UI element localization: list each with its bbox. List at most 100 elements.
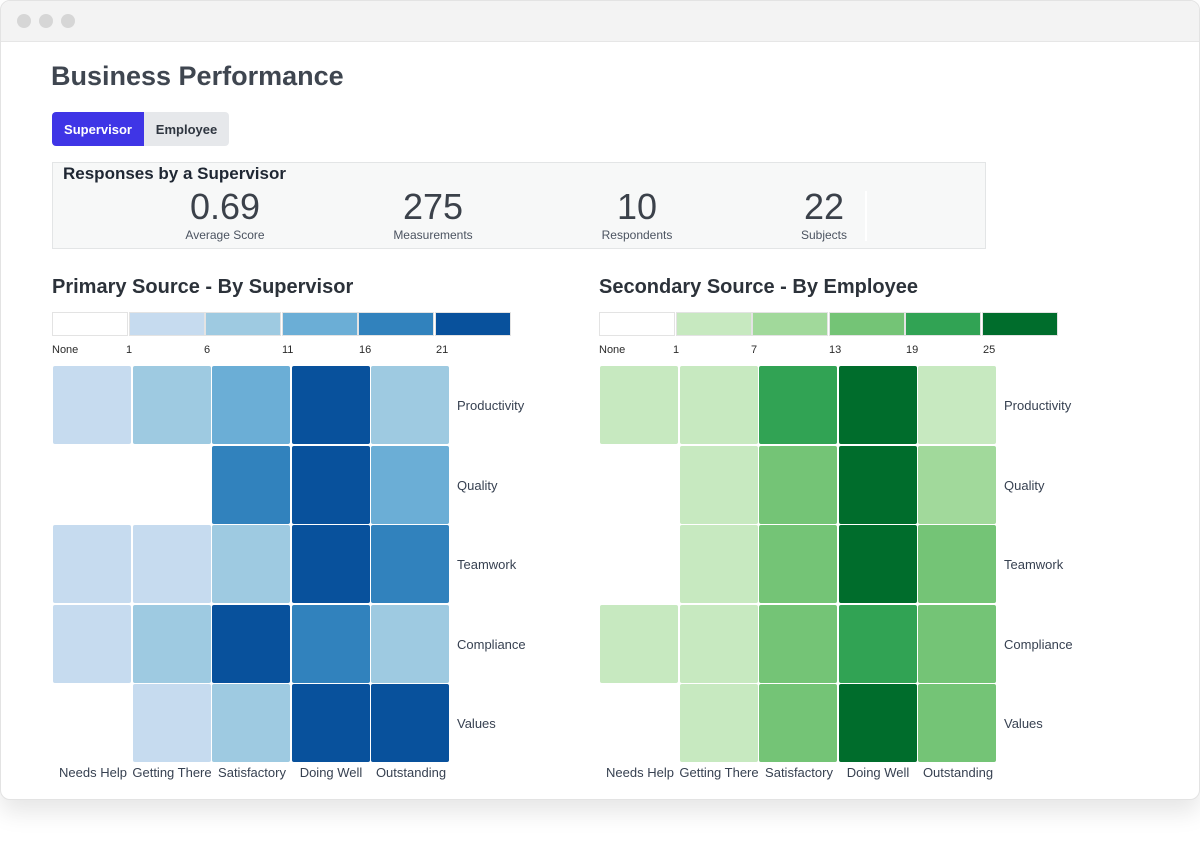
legend-swatch <box>281 312 358 336</box>
heatmap-cell-values-satisfactory[interactable] <box>212 684 290 762</box>
heatmap-cell-compliance-doing-well[interactable] <box>838 604 917 683</box>
heatmap-cell-values-doing-well[interactable] <box>291 684 370 762</box>
heatmap-cell-values-needs-help[interactable] <box>53 684 131 762</box>
heatmap-cell-values-doing-well[interactable] <box>838 684 917 762</box>
secondary-chart-title: Secondary Source - By Employee <box>599 276 919 298</box>
legend-tick-label: 25 <box>983 344 996 356</box>
heatmap-cell-compliance-getting-there[interactable] <box>132 604 211 683</box>
heatmap-cell-productivity-needs-help[interactable] <box>600 366 678 444</box>
window-maximize-dot[interactable] <box>61 14 75 28</box>
heatmap-cell-teamwork-satisfactory[interactable] <box>212 525 290 603</box>
heatmap-cell-compliance-getting-there[interactable] <box>679 604 758 683</box>
heatmap-cell-quality-satisfactory[interactable] <box>759 445 837 524</box>
text-cursor <box>865 191 867 241</box>
heatmap-cell-compliance-outstanding[interactable] <box>918 604 996 683</box>
window-minimize-dot[interactable] <box>39 14 53 28</box>
legend-tick-label: 1 <box>126 344 133 356</box>
legend-swatch <box>905 312 982 336</box>
heatmap-cell-productivity-getting-there[interactable] <box>132 366 211 444</box>
heatmap-cell-teamwork-doing-well[interactable] <box>291 525 370 603</box>
heatmap-cell-teamwork-outstanding[interactable] <box>918 525 996 603</box>
heatmap-cell-teamwork-needs-help[interactable] <box>53 525 131 603</box>
stat-value: 0.69 <box>189 186 261 227</box>
row-label-teamwork: Teamwork <box>1004 557 1064 572</box>
heatmap-cell-productivity-needs-help[interactable] <box>53 366 131 444</box>
column-label-outstanding: Outstanding <box>922 765 994 780</box>
heatmap-cell-compliance-doing-well[interactable] <box>291 604 370 683</box>
legend-tick-label: 16 <box>359 344 372 356</box>
heatmap-cell-productivity-doing-well[interactable] <box>838 366 917 444</box>
legend-tick-label: 19 <box>906 344 919 356</box>
tab-employee[interactable]: Employee <box>144 112 229 146</box>
heatmap-cell-compliance-needs-help[interactable] <box>53 604 131 683</box>
legend-tick-label: 21 <box>436 344 449 356</box>
heatmap-cell-values-needs-help[interactable] <box>600 684 678 762</box>
legend-swatch <box>52 312 128 336</box>
stat-label: Respondents <box>601 228 673 242</box>
stat-label: Subjects <box>800 228 848 242</box>
heatmap-cell-quality-needs-help[interactable] <box>600 445 678 524</box>
column-label-doing-well: Doing Well <box>299 765 363 780</box>
row-label-teamwork: Teamwork <box>457 557 517 572</box>
heatmap-cell-teamwork-outstanding[interactable] <box>371 525 449 603</box>
tab-supervisor[interactable]: Supervisor <box>52 112 144 146</box>
heatmap-cell-productivity-doing-well[interactable] <box>291 366 370 444</box>
stats-title: Responses by a Supervisor <box>63 164 286 183</box>
heatmap-cell-quality-getting-there[interactable] <box>679 445 758 524</box>
heatmap-cell-teamwork-getting-there[interactable] <box>679 525 758 603</box>
heatmap-cell-values-getting-there[interactable] <box>132 684 211 762</box>
heatmap-cell-compliance-needs-help[interactable] <box>600 604 678 683</box>
column-label-outstanding: Outstanding <box>375 765 447 780</box>
column-label-getting-there: Getting There <box>679 765 759 780</box>
page-title: Business Performance <box>51 61 344 91</box>
heatmap-cell-quality-doing-well[interactable] <box>838 445 917 524</box>
stat-average-score: 0.69 Average Score <box>145 186 305 243</box>
heatmap-cell-values-outstanding[interactable] <box>371 684 449 762</box>
heatmap-cell-productivity-getting-there[interactable] <box>679 366 758 444</box>
legend-tick-label: None <box>52 344 79 356</box>
legend-tick-label: 7 <box>751 344 758 356</box>
source-tabs: Supervisor Employee <box>52 112 229 146</box>
legend-swatch <box>982 312 1058 336</box>
row-label-quality: Quality <box>1004 477 1045 493</box>
primary-chart-title: Primary Source - By Supervisor <box>52 276 354 298</box>
window-close-dot[interactable] <box>17 14 31 28</box>
heatmap-cell-quality-outstanding[interactable] <box>371 445 449 524</box>
heatmap-cell-teamwork-getting-there[interactable] <box>132 525 211 603</box>
secondary-legend: None 1 7 13 19 25 <box>599 312 1059 356</box>
heatmap-cell-quality-getting-there[interactable] <box>132 445 211 524</box>
heatmap-cell-compliance-satisfactory[interactable] <box>759 604 837 683</box>
heatmap-cell-productivity-satisfactory[interactable] <box>212 366 290 444</box>
heatmap-cell-productivity-outstanding[interactable] <box>371 366 449 444</box>
heatmap-cell-productivity-satisfactory[interactable] <box>759 366 837 444</box>
row-label-productivity: Productivity <box>457 398 525 413</box>
row-label-values: Values <box>1004 716 1043 731</box>
heatmap-cell-quality-outstanding[interactable] <box>918 445 996 524</box>
heatmap-cell-quality-satisfactory[interactable] <box>212 445 290 524</box>
heatmap-cell-teamwork-doing-well[interactable] <box>838 525 917 603</box>
column-label-getting-there: Getting There <box>132 765 212 780</box>
heatmap-cell-compliance-outstanding[interactable] <box>371 604 449 683</box>
legend-swatch <box>752 312 829 336</box>
legend-tick-label: None <box>599 344 626 356</box>
stat-label: Measurements <box>393 228 473 242</box>
heatmap-cell-compliance-satisfactory[interactable] <box>212 604 290 683</box>
column-label-satisfactory: Satisfactory <box>765 765 833 780</box>
legend-swatch <box>205 312 282 336</box>
row-label-quality: Quality <box>457 477 498 493</box>
legend-tick-label: 6 <box>204 344 211 356</box>
heatmap-cell-productivity-outstanding[interactable] <box>918 366 996 444</box>
heatmap-cell-quality-needs-help[interactable] <box>53 445 131 524</box>
stat-value: 10 <box>616 186 658 227</box>
stat-label: Average Score <box>185 228 265 242</box>
heatmap-cell-values-getting-there[interactable] <box>679 684 758 762</box>
stat-value: 275 <box>402 186 464 227</box>
stat-subjects: 22 Subjects <box>744 187 904 243</box>
heatmap-cell-values-outstanding[interactable] <box>918 684 996 762</box>
heatmap-cell-teamwork-needs-help[interactable] <box>600 525 678 603</box>
heatmap-cell-teamwork-satisfactory[interactable] <box>759 525 837 603</box>
column-label-satisfactory: Satisfactory <box>218 765 286 780</box>
heatmap-cell-quality-doing-well[interactable] <box>291 445 370 524</box>
heatmap-cell-values-satisfactory[interactable] <box>759 684 837 762</box>
stat-measurements: 275 Measurements <box>353 186 513 243</box>
